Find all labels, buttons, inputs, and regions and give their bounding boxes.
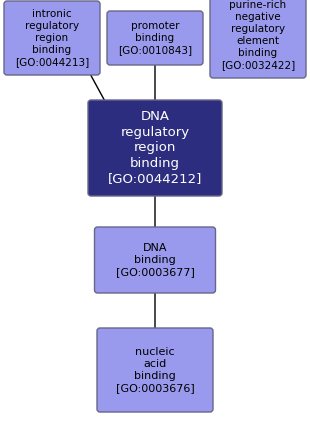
Text: DNA
binding
[GO:0003677]: DNA binding [GO:0003677]: [116, 243, 194, 277]
Text: intronic
regulatory
region
binding
[GO:0044213]: intronic regulatory region binding [GO:0…: [15, 9, 89, 67]
FancyBboxPatch shape: [107, 11, 203, 65]
FancyBboxPatch shape: [210, 0, 306, 78]
Text: DNA
regulatory
region
binding
[GO:0044212]: DNA regulatory region binding [GO:004421…: [108, 110, 202, 185]
FancyBboxPatch shape: [95, 227, 215, 293]
FancyBboxPatch shape: [97, 328, 213, 412]
Text: promoter
binding
[GO:0010843]: promoter binding [GO:0010843]: [118, 21, 192, 55]
Text: nucleic
acid
binding
[GO:0003676]: nucleic acid binding [GO:0003676]: [116, 347, 194, 393]
Text: purine-rich
negative
regulatory
element
binding
[GO:0032422]: purine-rich negative regulatory element …: [221, 0, 295, 70]
FancyBboxPatch shape: [88, 100, 222, 196]
FancyBboxPatch shape: [4, 1, 100, 75]
